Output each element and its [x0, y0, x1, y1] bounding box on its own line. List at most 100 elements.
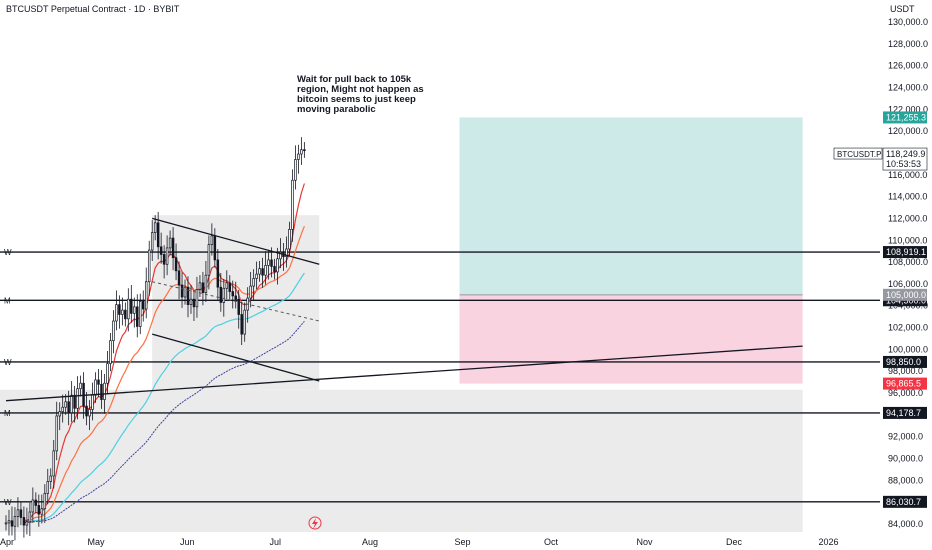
candle-body[interactable]	[180, 284, 184, 298]
candle-body[interactable]	[37, 505, 41, 515]
candle-body[interactable]	[79, 382, 82, 390]
candle-body[interactable]	[70, 394, 73, 414]
candle-body[interactable]	[267, 259, 270, 266]
candle-body[interactable]	[49, 475, 52, 482]
candle-body[interactable]	[127, 298, 130, 320]
candle-body[interactable]	[25, 521, 29, 526]
candle-body[interactable]	[142, 301, 145, 310]
candle-body[interactable]	[67, 401, 70, 414]
annotation-line[interactable]: bitcoin seems to just keep	[297, 94, 416, 105]
annotation-line[interactable]: moving parabolic	[297, 104, 376, 115]
candle-body[interactable]	[4, 522, 8, 525]
candle-body[interactable]	[94, 379, 97, 396]
candle-body[interactable]	[162, 254, 166, 265]
trendline[interactable]	[5, 345, 803, 402]
candle-body[interactable]	[177, 270, 181, 286]
candle-body[interactable]	[16, 509, 20, 517]
candle-body[interactable]	[73, 394, 76, 409]
annotation-line[interactable]: Wait for pull back to 105k	[297, 74, 412, 85]
candle-body[interactable]	[279, 251, 282, 260]
candle-body[interactable]	[255, 273, 258, 279]
candle-body[interactable]	[7, 520, 11, 524]
candle-body[interactable]	[13, 516, 17, 527]
candle-body[interactable]	[112, 320, 115, 342]
candle-body[interactable]	[64, 401, 67, 408]
candle-body[interactable]	[189, 298, 193, 305]
candle-body[interactable]	[249, 285, 252, 299]
candle-body[interactable]	[219, 286, 223, 303]
candle-body[interactable]	[252, 278, 255, 287]
candle-body[interactable]	[243, 309, 246, 335]
candle-body[interactable]	[231, 291, 234, 297]
candle-body[interactable]	[46, 481, 50, 494]
candle-body[interactable]	[22, 517, 26, 526]
candle-body[interactable]	[150, 232, 154, 251]
target-zone[interactable]	[459, 117, 803, 295]
candle-body[interactable]	[139, 301, 142, 327]
candle-body[interactable]	[136, 306, 139, 327]
candle-body[interactable]	[222, 287, 226, 303]
candle-body[interactable]	[291, 179, 294, 230]
candle-body[interactable]	[133, 306, 136, 314]
candle-body[interactable]	[276, 258, 279, 273]
candle-body[interactable]	[61, 406, 64, 412]
candle-body[interactable]	[58, 411, 61, 417]
candle-body[interactable]	[303, 149, 306, 152]
candle-body[interactable]	[228, 282, 232, 292]
candle-body[interactable]	[43, 493, 47, 510]
candle-body[interactable]	[207, 244, 211, 276]
candle-body[interactable]	[118, 304, 121, 315]
candle-body[interactable]	[213, 235, 217, 261]
lightning-icon[interactable]	[308, 516, 322, 530]
candle-body[interactable]	[171, 237, 175, 259]
candle-body[interactable]	[109, 340, 112, 364]
candle-body[interactable]	[52, 450, 55, 477]
candle-body[interactable]	[183, 286, 187, 298]
candle-body[interactable]	[55, 415, 58, 452]
candle-body[interactable]	[258, 268, 261, 275]
candle-body[interactable]	[237, 298, 240, 315]
candle-body[interactable]	[285, 248, 288, 257]
candle-body[interactable]	[186, 286, 190, 305]
candle-body[interactable]	[91, 394, 94, 410]
candle-body[interactable]	[10, 520, 14, 527]
candle-body[interactable]	[216, 259, 220, 288]
candle-body[interactable]	[121, 309, 124, 315]
candle-body[interactable]	[273, 266, 276, 273]
candle-body[interactable]	[288, 228, 291, 250]
candle-body[interactable]	[19, 509, 23, 518]
candle-body[interactable]	[34, 499, 38, 506]
candle-body[interactable]	[106, 363, 109, 384]
candle-body[interactable]	[97, 379, 100, 385]
candle-body[interactable]	[225, 282, 229, 289]
candle-body[interactable]	[264, 265, 267, 276]
candle-body[interactable]	[270, 259, 273, 267]
candle-body[interactable]	[88, 409, 91, 417]
candle-body[interactable]	[300, 149, 303, 155]
candle-body[interactable]	[210, 235, 214, 245]
candle-body[interactable]	[294, 159, 297, 181]
candle-body[interactable]	[201, 282, 205, 293]
annotation-line[interactable]: region, Might not happen as	[297, 84, 424, 95]
candle-body[interactable]	[165, 247, 169, 265]
candle-body[interactable]	[297, 153, 300, 160]
candle-body[interactable]	[153, 222, 157, 233]
candle-body[interactable]	[261, 268, 264, 276]
candle-body[interactable]	[168, 237, 172, 249]
candle-body[interactable]	[174, 257, 178, 272]
candle-body[interactable]	[31, 499, 35, 513]
candle-body[interactable]	[28, 511, 32, 523]
candle-body[interactable]	[204, 274, 208, 293]
candle-body[interactable]	[192, 298, 196, 308]
candle-body[interactable]	[103, 382, 106, 400]
candle-body[interactable]	[240, 314, 243, 335]
trendline[interactable]	[152, 217, 320, 265]
candle-body[interactable]	[144, 281, 148, 310]
candle-body[interactable]	[100, 383, 103, 400]
candle-body[interactable]	[115, 304, 118, 322]
candle-body[interactable]	[159, 246, 163, 255]
candle-body[interactable]	[156, 222, 160, 248]
candle-body[interactable]	[124, 309, 127, 320]
candle-body[interactable]	[195, 289, 199, 308]
